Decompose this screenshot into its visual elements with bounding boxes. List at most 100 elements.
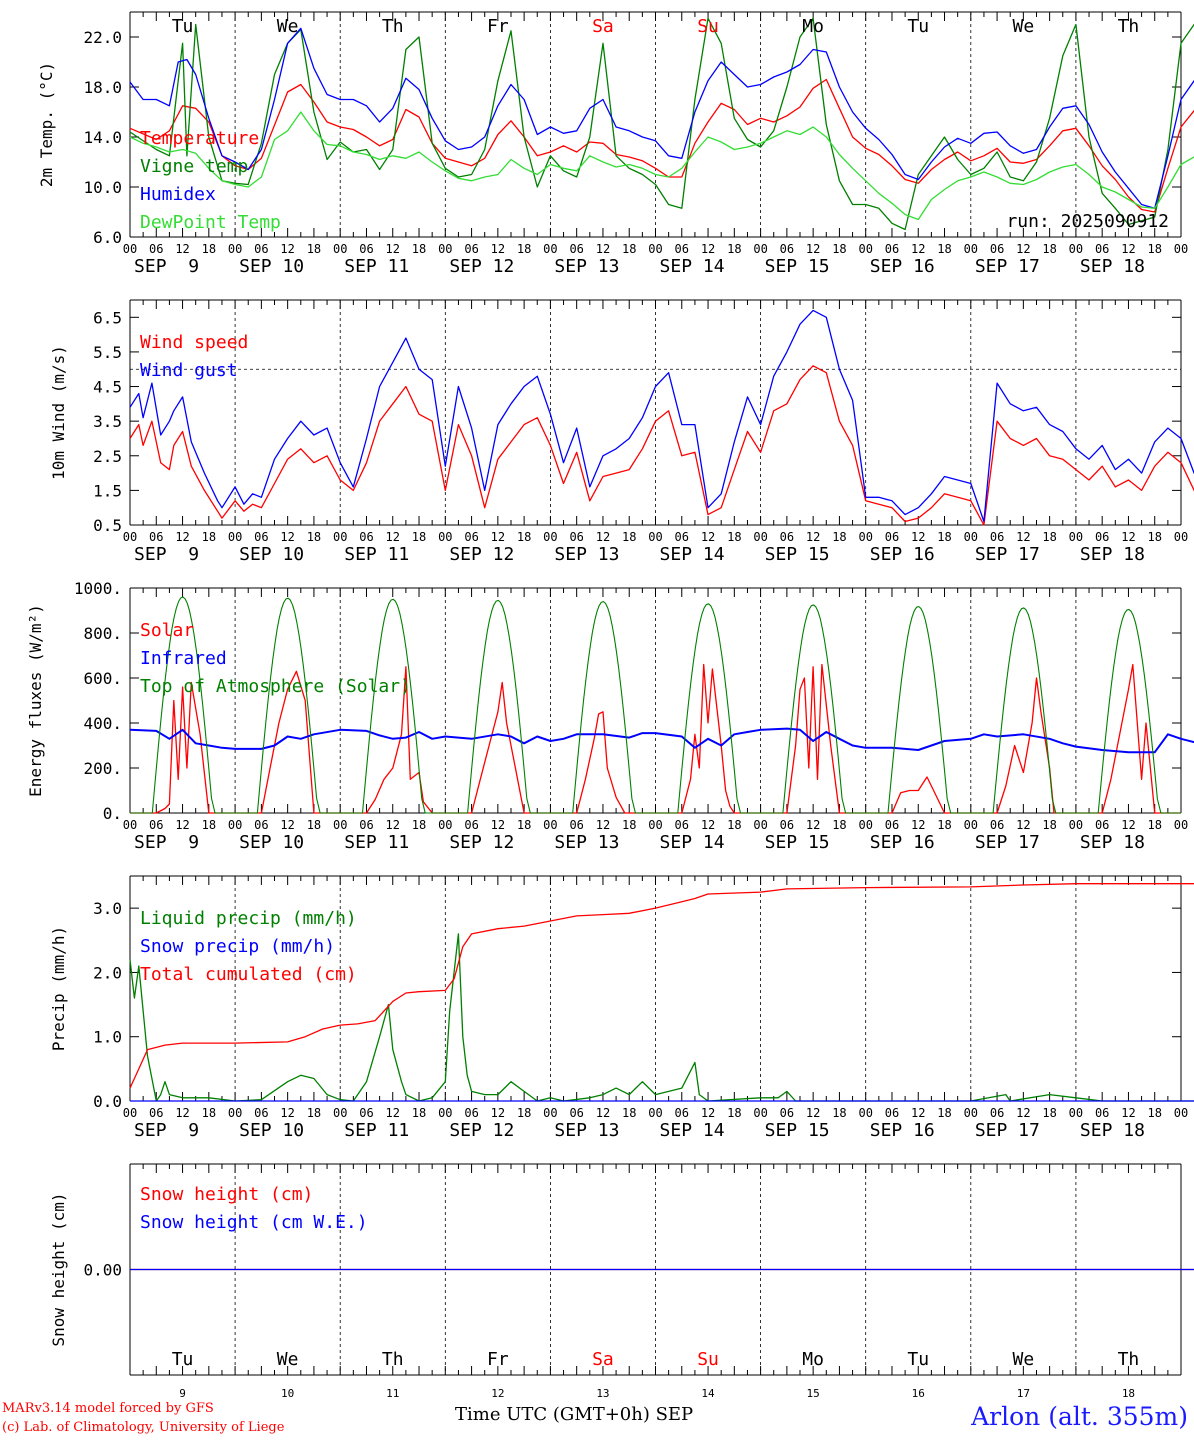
hour-tick-label: 18 (517, 530, 531, 544)
hour-tick-label: 12 (280, 242, 294, 256)
legend-dewpoint-temp: DewPoint Temp (140, 212, 281, 233)
hour-tick-label: 06 (359, 530, 373, 544)
hour-tick-label: 18 (202, 1106, 216, 1120)
hour-tick-label: 12 (701, 818, 715, 832)
weekday-bottom-label: Th (382, 1349, 404, 1370)
hour-tick-label: 06 (1095, 818, 1109, 832)
panel-3-frame (129, 587, 1182, 814)
hour-tick-label: 18 (307, 242, 321, 256)
x-axis-title: Time UTC (GMT+0h) SEP (455, 1404, 694, 1425)
hour-tick-label: 06 (254, 1106, 268, 1120)
hour-tick-label: 06 (569, 242, 583, 256)
date-label: SEP 14 (660, 1120, 725, 1141)
hour-tick-label: 12 (596, 1106, 610, 1120)
hour-tick-label: 18 (1042, 530, 1056, 544)
hour-tick-label: 12 (491, 1106, 505, 1120)
date-label: SEP 10 (239, 256, 304, 277)
hour-tick-label: 06 (885, 1106, 899, 1120)
y-tick-label: 0.00 (83, 1261, 122, 1280)
hour-tick-label: 18 (517, 1106, 531, 1120)
date-label: SEP 13 (554, 544, 619, 565)
hour-tick-label: 00 (228, 242, 242, 256)
panel-2-frame (129, 299, 1182, 526)
hour-tick-label: 12 (386, 1106, 400, 1120)
date-label: SEP 10 (239, 1120, 304, 1141)
legend-top-of-atmosphere-solar-: Top of Atmosphere (Solar) (140, 676, 411, 697)
hour-tick-label: 00 (333, 818, 347, 832)
y-axis-label: 2m Temp. (°C) (37, 62, 56, 187)
date-label: SEP 13 (554, 1120, 619, 1141)
hour-tick-label: 12 (911, 1106, 925, 1120)
y-tick-label: 600. (83, 669, 122, 688)
time-axis: 00 06 12 18 00 06 12 18 00 06 12 18 00 06 12 18 00 06 12 18… (123, 12, 1188, 277)
hour-tick-label: 18 (202, 530, 216, 544)
day-number-label: 11 (386, 1387, 399, 1400)
hour-tick-label: 18 (727, 818, 741, 832)
series-wind-speed (129, 365, 1194, 526)
hour-tick-label: 00 (858, 530, 872, 544)
date-label: SEP 11 (344, 1120, 409, 1141)
hour-tick-label: 00 (333, 242, 347, 256)
hour-tick-label: 00 (858, 242, 872, 256)
legend-temperature: Temperature (140, 128, 259, 149)
hour-tick-label: 12 (806, 1106, 820, 1120)
hour-tick-label: 12 (911, 818, 925, 832)
hour-tick-label: 00 (753, 1106, 767, 1120)
hour-tick-label: 12 (175, 818, 189, 832)
hour-tick-label: 18 (1042, 242, 1056, 256)
hour-tick-label: 00 (648, 530, 662, 544)
hour-tick-label: 18 (202, 818, 216, 832)
weekday-top-label: We (1013, 16, 1035, 37)
time-axis: 00 06 12 18 00 06 12 18 00 06 12 18 00 06 12 18 00 06 12 18… (123, 876, 1188, 1141)
date-label: SEP 17 (975, 832, 1040, 853)
hour-tick-label: 12 (280, 1106, 294, 1120)
hour-tick-label: 18 (937, 530, 951, 544)
y-tick-label: 5.5 (93, 343, 122, 362)
hour-tick-label: 12 (1016, 242, 1030, 256)
legend-humidex: Humidex (140, 184, 216, 205)
hour-tick-label: 12 (175, 1106, 189, 1120)
hour-tick-label: 06 (254, 530, 268, 544)
y-tick-label: 2.0 (93, 963, 122, 982)
hour-tick-label: 06 (1095, 242, 1109, 256)
hour-tick-label: 06 (569, 1106, 583, 1120)
hour-tick-label: 06 (464, 1106, 478, 1120)
y-tick-label: 1000. (74, 579, 122, 598)
day-number-label: 10 (281, 1387, 294, 1400)
hour-tick-label: 00 (753, 242, 767, 256)
hour-tick-label: 18 (937, 818, 951, 832)
hour-tick-label: 06 (675, 1106, 689, 1120)
date-label: SEP 10 (239, 832, 304, 853)
hour-tick-label: 12 (911, 530, 925, 544)
hour-tick-label: 12 (1016, 1106, 1030, 1120)
hour-tick-label: 12 (175, 242, 189, 256)
hour-tick-label: 00 (228, 530, 242, 544)
hour-tick-label: 00 (1069, 818, 1083, 832)
hour-tick-label: 00 (964, 530, 978, 544)
hour-tick-label: 00 (438, 530, 452, 544)
y-tick-label: 200. (83, 759, 122, 778)
date-label: SEP 17 (975, 1120, 1040, 1141)
hour-tick-label: 00 (1174, 818, 1188, 832)
hour-tick-label: 00 (123, 242, 137, 256)
series-solar (130, 663, 1181, 814)
hour-tick-label: 18 (1042, 818, 1056, 832)
day-number-label: 14 (701, 1387, 715, 1400)
series-total-cumulated-cm- (129, 883, 1194, 1089)
hour-tick-label: 12 (806, 818, 820, 832)
hour-tick-label: 00 (123, 530, 137, 544)
y-tick-label: 800. (83, 624, 122, 643)
day-number-label: 16 (912, 1387, 925, 1400)
date-label: SEP 18 (1080, 544, 1145, 565)
hour-tick-label: 18 (832, 530, 846, 544)
y-axis-label: Energy fluxes (W/m²) (26, 604, 45, 797)
hour-tick-label: 18 (622, 1106, 636, 1120)
weekday-top-label: Tu (907, 16, 929, 37)
hour-tick-label: 06 (254, 242, 268, 256)
legend-wind-speed: Wind speed (140, 332, 248, 353)
date-label: SEP 15 (765, 832, 830, 853)
hour-tick-label: 06 (990, 818, 1004, 832)
date-label: SEP 16 (870, 1120, 935, 1141)
hour-tick-label: 06 (885, 530, 899, 544)
